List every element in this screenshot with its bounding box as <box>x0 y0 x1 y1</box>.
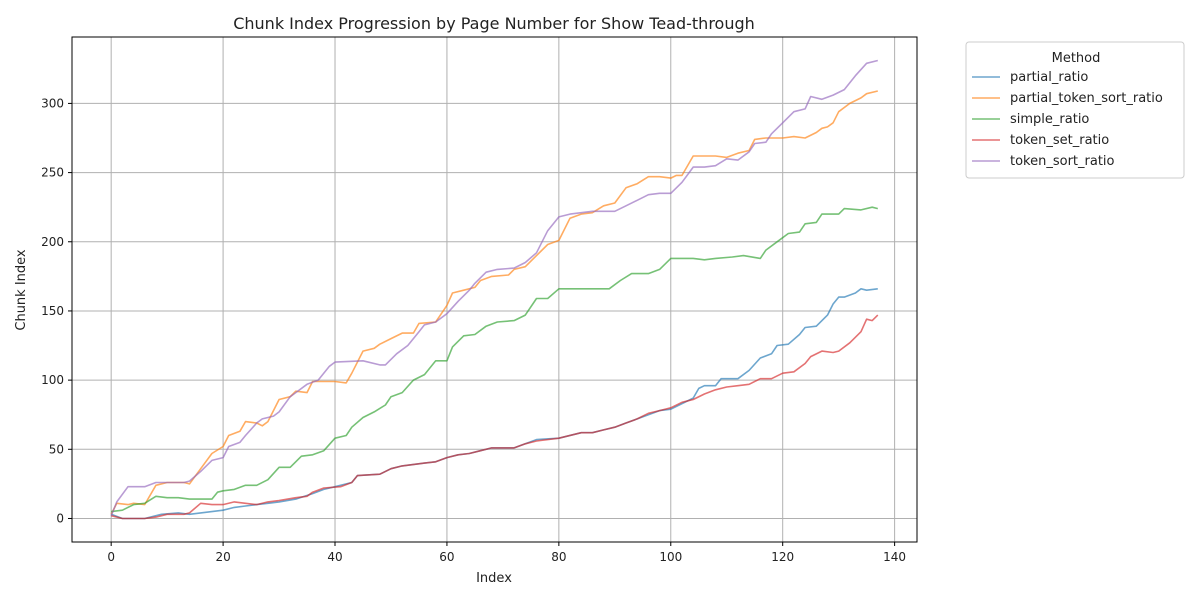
x-tick-label: 40 <box>327 550 342 564</box>
x-tick-label: 0 <box>107 550 115 564</box>
y-tick-label: 250 <box>41 166 64 180</box>
x-tick-label: 100 <box>659 550 682 564</box>
chart-title: Chunk Index Progression by Page Number f… <box>233 14 755 33</box>
x-tick-label: 20 <box>215 550 230 564</box>
series-lines <box>110 59 879 520</box>
series-line-token-set-ratio <box>111 314 879 520</box>
legend-items: partial_ratio partial_token_sort_ratiosim… <box>972 70 1163 169</box>
legend-label: partial_token_sort_ratio <box>1010 91 1163 106</box>
legend-label: token_sort_ratio <box>1010 154 1115 169</box>
x-tick-label: 140 <box>883 550 906 564</box>
series-line-token-sort-ratio <box>110 59 878 517</box>
x-axis-ticks: 0 20 40 60 80 100 120 140 <box>107 542 906 564</box>
series-line-partial-token-sort-ratio <box>110 90 878 515</box>
legend-label: token_set_ratio <box>1010 133 1109 148</box>
x-axis-label: Index <box>476 571 512 586</box>
y-tick-label: 100 <box>41 373 64 387</box>
legend-box <box>965 41 1185 179</box>
y-axis-label: Chunk Index <box>14 249 29 331</box>
x-tick-label: 60 <box>439 550 454 564</box>
y-tick-label: 150 <box>41 304 64 318</box>
x-tick-label: 80 <box>551 550 566 564</box>
y-tick-label: 0 <box>56 511 64 525</box>
y-axis-ticks: 0 50 100 150 200 250 300 <box>41 96 72 525</box>
x-tick-label: 120 <box>771 550 794 564</box>
y-tick-label: 50 <box>49 442 64 456</box>
series-line-simple-ratio <box>111 206 878 513</box>
plot-frame <box>71 36 918 543</box>
legend-label: partial_ratio <box>1010 70 1088 85</box>
y-tick-label: 300 <box>41 96 64 110</box>
legend-title: Method <box>1052 51 1101 66</box>
y-tick-label: 200 <box>41 235 64 249</box>
grid-lines <box>72 37 917 542</box>
legend-label: simple_ratio <box>1010 112 1089 127</box>
legend: Method partial_ratio partial_token_sort_r… <box>965 41 1185 179</box>
